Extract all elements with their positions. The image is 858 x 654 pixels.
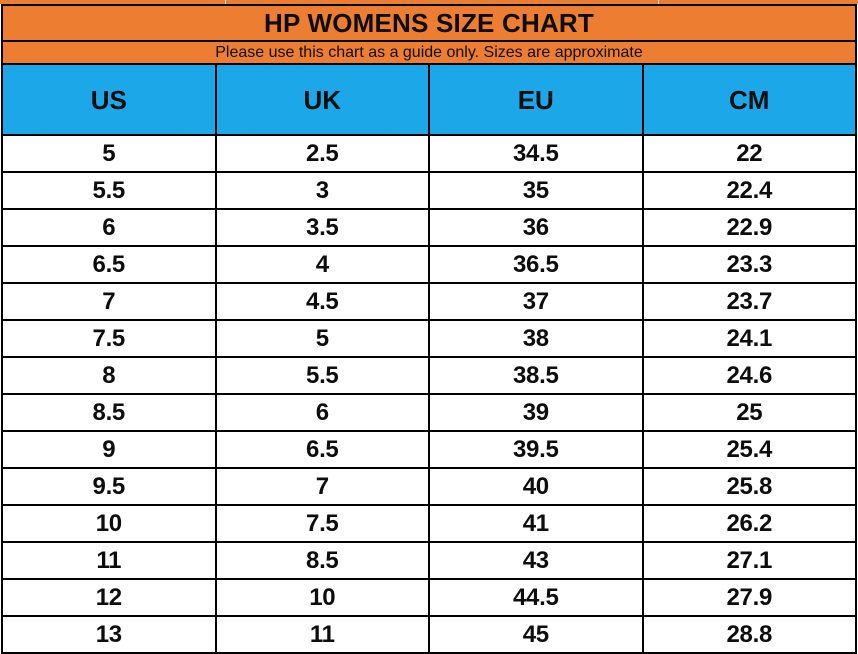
table-row: 7.5 5 38 24.1	[1, 319, 857, 358]
size-cell: 40	[428, 467, 644, 506]
size-cell: 8	[1, 356, 217, 395]
size-cell: 7	[214, 467, 430, 506]
size-cell: 24.6	[641, 356, 857, 395]
size-cell: 6	[214, 393, 430, 432]
size-cell: 36.5	[428, 245, 644, 284]
size-cell: 44.5	[428, 578, 644, 617]
table-row: 10 7.5 41 26.2	[1, 504, 857, 543]
size-cell: 7.5	[214, 504, 430, 543]
size-cell: 39	[428, 393, 644, 432]
gridline	[658, 0, 659, 4]
size-cell: 6.5	[1, 245, 217, 284]
column-header-row: US UK EU CM	[1, 63, 857, 136]
table-row: 8 5.5 38.5 24.6	[1, 356, 857, 395]
subtitle-row: Please use this chart as a guide only. S…	[1, 40, 857, 65]
size-cell: 25.8	[641, 467, 857, 506]
size-cell: 3	[214, 171, 430, 210]
size-chart-table: HP WOMENS SIZE CHART Please use this cha…	[1, 4, 857, 654]
size-cell: 13	[1, 615, 217, 654]
column-header-us: US	[1, 63, 217, 136]
size-cell: 26.2	[641, 504, 857, 543]
size-cell: 8.5	[214, 541, 430, 580]
size-cell: 5.5	[1, 171, 217, 210]
table-row: 6 3.5 36 22.9	[1, 208, 857, 247]
size-cell: 11	[1, 541, 217, 580]
size-cell: 7	[1, 282, 217, 321]
spreadsheet-top-strip	[0, 0, 858, 4]
size-cell: 41	[428, 504, 644, 543]
chart-subtitle: Please use this chart as a guide only. S…	[1, 40, 857, 65]
size-cell: 27.9	[641, 578, 857, 617]
size-cell: 27.1	[641, 541, 857, 580]
size-cell: 8.5	[1, 393, 217, 432]
size-table-body: 5 2.5 34.5 22 5.5 3 35 22.4 6 3.5 36 22.9 6.5 4 36.5 23…	[1, 134, 857, 654]
table-row: 7 4.5 37 23.7	[1, 282, 857, 321]
table-row: 13 11 45 28.8	[1, 615, 857, 654]
size-cell: 38	[428, 319, 644, 358]
size-cell: 10	[1, 504, 217, 543]
table-row: 5 2.5 34.5 22	[1, 134, 857, 173]
size-cell: 22.9	[641, 208, 857, 247]
size-cell: 23.3	[641, 245, 857, 284]
table-row: 9.5 7 40 25.8	[1, 467, 857, 506]
size-cell: 7.5	[1, 319, 217, 358]
size-cell: 23.7	[641, 282, 857, 321]
size-cell: 34.5	[428, 134, 644, 173]
table-row: 12 10 44.5 27.9	[1, 578, 857, 617]
size-cell: 4.5	[214, 282, 430, 321]
size-cell: 39.5	[428, 430, 644, 469]
size-cell: 12	[1, 578, 217, 617]
size-cell: 11	[214, 615, 430, 654]
size-cell: 43	[428, 541, 644, 580]
table-row: 11 8.5 43 27.1	[1, 541, 857, 580]
size-cell: 35	[428, 171, 644, 210]
size-cell: 36	[428, 208, 644, 247]
size-cell: 3.5	[214, 208, 430, 247]
size-cell: 28.8	[641, 615, 857, 654]
size-cell: 45	[428, 615, 644, 654]
size-cell: 9	[1, 430, 217, 469]
column-header-uk: UK	[214, 63, 430, 136]
size-cell: 5	[214, 319, 430, 358]
size-cell: 22	[641, 134, 857, 173]
size-cell: 10	[214, 578, 430, 617]
size-cell: 6	[1, 208, 217, 247]
size-cell: 38.5	[428, 356, 644, 395]
size-cell: 25.4	[641, 430, 857, 469]
size-cell: 5.5	[214, 356, 430, 395]
column-header-eu: EU	[428, 63, 644, 136]
column-header-cm: CM	[641, 63, 857, 136]
size-cell: 6.5	[214, 430, 430, 469]
table-row: 9 6.5 39.5 25.4	[1, 430, 857, 469]
title-row: HP WOMENS SIZE CHART	[1, 4, 857, 42]
table-row: 5.5 3 35 22.4	[1, 171, 857, 210]
size-cell: 4	[214, 245, 430, 284]
size-cell: 9.5	[1, 467, 217, 506]
chart-title: HP WOMENS SIZE CHART	[1, 4, 857, 42]
size-cell: 24.1	[641, 319, 857, 358]
size-cell: 2.5	[214, 134, 430, 173]
table-row: 8.5 6 39 25	[1, 393, 857, 432]
size-cell: 22.4	[641, 171, 857, 210]
size-cell: 5	[1, 134, 217, 173]
gridline	[225, 0, 226, 4]
size-cell: 37	[428, 282, 644, 321]
table-row: 6.5 4 36.5 23.3	[1, 245, 857, 284]
size-cell: 25	[641, 393, 857, 432]
